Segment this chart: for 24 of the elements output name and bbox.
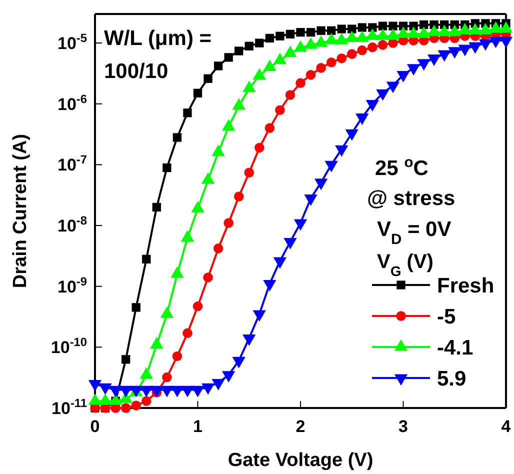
y-tick-label: 10$^{-10}$	[50, 335, 88, 358]
legend-label: -4.1	[437, 336, 474, 360]
annotation: V$_{D}$ = 0V	[377, 218, 452, 248]
y-tick-label: 10$^{-8}$	[58, 213, 88, 236]
annotation: 100/10	[104, 60, 168, 83]
y-tick-label: 10$^{-7}$	[58, 152, 88, 175]
x-tick-label: 3	[398, 417, 408, 436]
y-axis-title: Drain Current (A)	[10, 134, 31, 288]
annotation: @ stress	[367, 187, 456, 210]
legend-label: -5	[437, 305, 456, 328]
y-tick-label: 10$^{-6}$	[58, 92, 88, 114]
x-tick-label: 0	[90, 417, 100, 436]
legend-label: Fresh	[437, 274, 494, 298]
x-tick-label: 2	[296, 417, 306, 436]
annotation: 25 $^{o}$C	[375, 155, 428, 180]
y-tick-label: 10$^{-5}$	[58, 30, 88, 53]
annotation: W/L (μm) =	[104, 27, 212, 50]
x-axis-title: Gate Voltage (V)	[228, 450, 374, 471]
x-tick-label: 1	[193, 417, 202, 436]
legend-title: V$_{G}$ (V)	[377, 251, 434, 279]
y-tick-label: 10$^{-9}$	[58, 274, 88, 296]
x-tick-label: 4	[501, 417, 512, 436]
y-tick-label: 10$^{-11}$	[52, 396, 88, 418]
legend-label: 5.9	[437, 367, 466, 390]
